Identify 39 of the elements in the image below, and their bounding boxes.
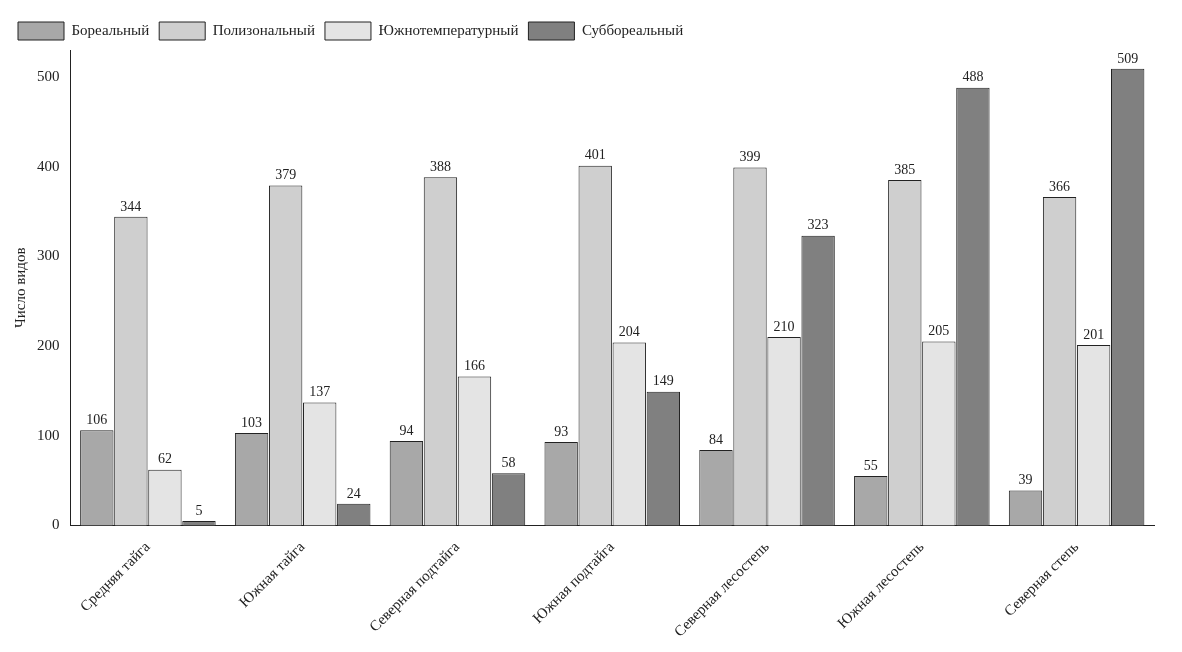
- data-label: 205: [928, 323, 950, 339]
- y-tick-label: 300: [37, 247, 60, 264]
- data-label: 84: [708, 431, 723, 447]
- data-label: 103: [241, 414, 263, 430]
- legend-label: Южнотемпературный: [378, 21, 519, 38]
- data-label: 62: [157, 451, 172, 467]
- data-label: 366: [1049, 178, 1071, 194]
- y-tick-label: 400: [37, 157, 60, 174]
- data-label: 201: [1083, 326, 1105, 342]
- data-label: 5: [195, 502, 203, 518]
- legend-label: Суббореальный: [581, 21, 684, 38]
- y-tick-label: 100: [37, 426, 60, 443]
- data-label: 166: [463, 358, 485, 374]
- data-label: 379: [275, 167, 297, 183]
- data-label: 39: [1018, 472, 1033, 488]
- y-tick-label: 200: [37, 336, 60, 353]
- data-label: 24: [346, 485, 361, 501]
- y-axis-title: Число видов: [11, 247, 28, 328]
- data-label: 55: [863, 457, 878, 473]
- data-label: 401: [584, 147, 606, 163]
- data-label: 509: [1117, 50, 1139, 66]
- data-label: 344: [120, 198, 142, 214]
- legend-label: Полизональный: [212, 21, 315, 38]
- data-label: 210: [773, 318, 795, 334]
- data-label: 149: [652, 373, 674, 389]
- y-tick-label: 0: [52, 516, 60, 533]
- data-label: 93: [554, 423, 569, 439]
- data-label: 385: [894, 161, 916, 177]
- data-label: 488: [962, 69, 984, 85]
- data-label: 137: [309, 384, 331, 400]
- data-label: 388: [429, 159, 451, 175]
- data-label: 323: [807, 217, 829, 233]
- legend-label: Бореальный: [71, 21, 150, 38]
- data-label: 204: [618, 324, 640, 340]
- data-label: 106: [86, 411, 108, 427]
- data-label: 399: [739, 149, 761, 165]
- data-label: 94: [399, 422, 414, 438]
- y-tick-label: 500: [37, 67, 60, 84]
- data-label: 58: [501, 455, 516, 471]
